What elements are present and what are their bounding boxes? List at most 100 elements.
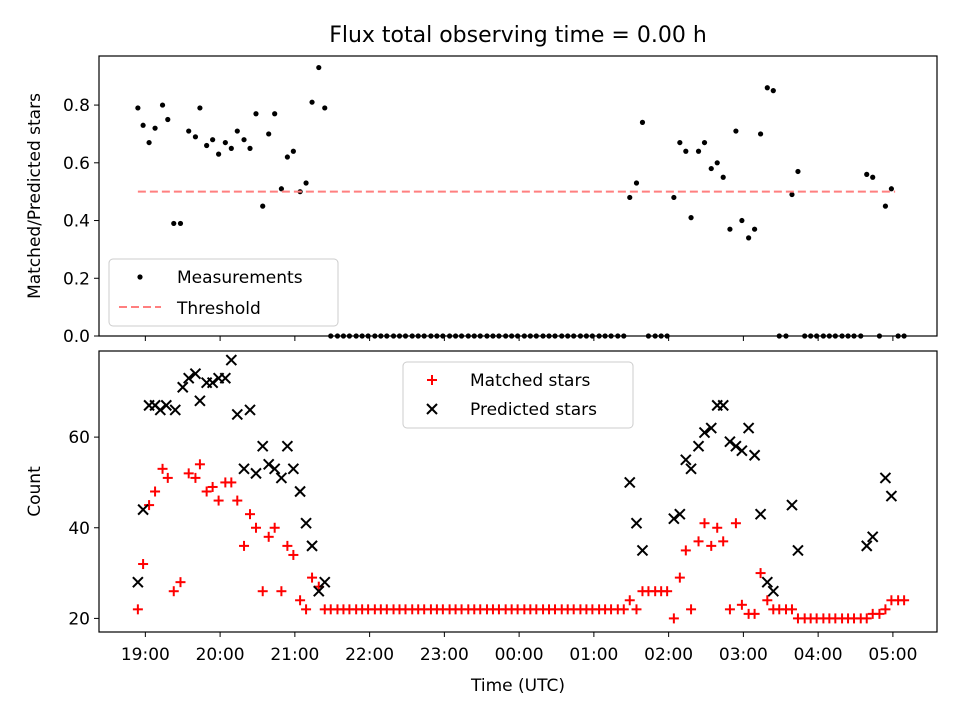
measurement-point bbox=[177, 220, 184, 227]
measurement-point bbox=[701, 139, 708, 146]
predicted-point bbox=[786, 499, 798, 511]
predicted-point-b bbox=[160, 399, 172, 412]
top-panel: 0.0 0.2 0.4 0.6 0.8 Matched/Predicted stars Me… bbox=[25, 55, 938, 347]
measurement-point bbox=[714, 160, 720, 166]
predicted-point bbox=[160, 399, 172, 412]
predicted-point bbox=[154, 404, 167, 416]
measurement-point bbox=[695, 148, 702, 154]
measurement-point bbox=[186, 128, 192, 134]
predicted-point bbox=[685, 463, 697, 475]
matched-point bbox=[880, 604, 891, 615]
measurement-point bbox=[322, 105, 328, 111]
measurement-point bbox=[888, 186, 894, 192]
predicted-point bbox=[244, 404, 256, 416]
matched-point bbox=[201, 486, 212, 497]
matched-point bbox=[162, 472, 173, 483]
predicted-point-b bbox=[680, 454, 692, 466]
predicted-point-b bbox=[705, 422, 717, 434]
matched-point bbox=[674, 572, 685, 583]
predicted-point-b bbox=[194, 395, 206, 407]
legend-predicted-label: Predicted stars bbox=[470, 400, 597, 420]
measurement-point bbox=[795, 168, 801, 175]
matched-point bbox=[736, 599, 747, 610]
predicted-point-b bbox=[189, 367, 202, 380]
measurement-point bbox=[272, 111, 278, 117]
predicted-point bbox=[724, 435, 736, 448]
predicted-point-b bbox=[182, 372, 195, 384]
predicted-point bbox=[257, 440, 269, 452]
predicted-point-b bbox=[262, 458, 275, 471]
measurement-point bbox=[266, 131, 272, 137]
predicted-point-b bbox=[238, 463, 250, 475]
matched-point bbox=[706, 540, 717, 551]
predicted-point-b bbox=[132, 576, 144, 588]
legend-measurements-label: Measurements bbox=[177, 268, 303, 288]
matched-point bbox=[301, 604, 312, 615]
measurement-point bbox=[720, 174, 726, 180]
matched-point bbox=[874, 608, 885, 619]
measurement-point bbox=[739, 217, 745, 224]
matched-point bbox=[269, 522, 280, 533]
predicted-point-b bbox=[767, 585, 779, 597]
matched-point bbox=[257, 586, 268, 597]
x-tick-label: 22:00 bbox=[345, 645, 394, 665]
matched-point bbox=[618, 604, 629, 615]
predicted-point-b bbox=[177, 381, 189, 393]
predicted-point bbox=[306, 540, 318, 552]
predicted-point-b bbox=[636, 544, 649, 557]
matched-point bbox=[175, 577, 186, 588]
predicted-point bbox=[294, 485, 306, 498]
measurement-point bbox=[192, 134, 199, 140]
matched-point bbox=[276, 586, 287, 597]
measurement-point bbox=[284, 154, 290, 160]
legend-threshold-label: Threshold bbox=[176, 299, 261, 319]
predicted-point-b bbox=[698, 426, 711, 439]
predicted-point bbox=[313, 585, 325, 597]
matched-point bbox=[718, 536, 729, 547]
matched-point bbox=[250, 522, 261, 533]
predicted-point-b bbox=[250, 467, 262, 480]
predicted-point-b bbox=[867, 531, 879, 543]
y-tick-label: 40 bbox=[68, 519, 90, 539]
x-axis-label: Time (UTC) bbox=[470, 676, 565, 696]
predicted-point bbox=[238, 463, 250, 475]
predicted-point-b bbox=[730, 440, 742, 452]
predicted-point bbox=[879, 472, 892, 484]
measurement-point bbox=[683, 148, 689, 154]
measurement-point bbox=[727, 226, 733, 232]
predicted-point-b bbox=[786, 499, 798, 511]
predicted-point bbox=[319, 576, 331, 588]
measurement-point bbox=[165, 116, 171, 123]
predicted-point bbox=[761, 576, 774, 588]
x-tick-label: 00:00 bbox=[495, 645, 544, 665]
predicted-point bbox=[268, 463, 281, 475]
predicted-point bbox=[748, 449, 761, 461]
legend-frame bbox=[402, 361, 634, 429]
predicted-point-b bbox=[244, 404, 256, 416]
predicted-point bbox=[281, 440, 294, 452]
matched-point bbox=[194, 459, 205, 470]
predicted-point bbox=[767, 585, 779, 597]
matched-point bbox=[762, 595, 773, 606]
predicted-point-b bbox=[717, 399, 729, 412]
legend: Measurements Threshold bbox=[108, 258, 339, 327]
matched-point bbox=[749, 608, 760, 619]
axes-frame bbox=[98, 55, 938, 337]
predicted-point-b bbox=[275, 472, 288, 484]
predicted-point-b bbox=[137, 503, 149, 516]
measurement-point bbox=[627, 194, 633, 201]
x-tick-label: 02:00 bbox=[644, 645, 693, 665]
predicted-point bbox=[742, 422, 755, 434]
measurement-point bbox=[135, 105, 141, 111]
measurement-point bbox=[222, 139, 228, 146]
measurement-point bbox=[639, 119, 646, 125]
predicted-point-b bbox=[306, 540, 318, 552]
measurement-point bbox=[171, 220, 177, 227]
x-tick-label: 21:00 bbox=[270, 645, 319, 665]
y-tick-label: 60 bbox=[68, 428, 90, 448]
measurement-point bbox=[234, 128, 240, 134]
predicted-point-b bbox=[674, 508, 686, 520]
predicted-point-b bbox=[879, 472, 892, 484]
measurement-point bbox=[677, 139, 683, 146]
